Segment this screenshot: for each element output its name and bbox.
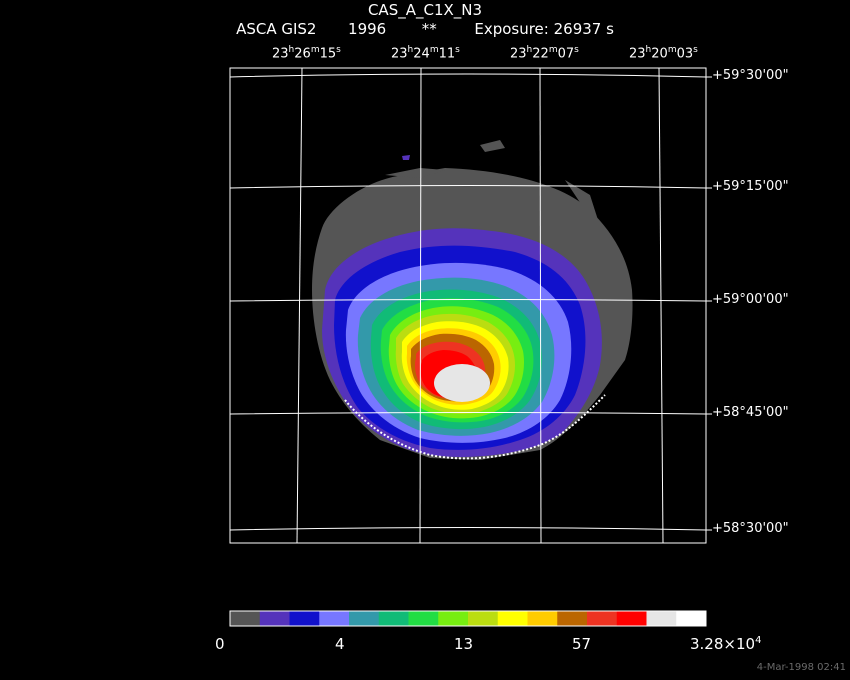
colorbar-swatch: [289, 611, 320, 626]
colorbar-tick-label: 13: [454, 635, 474, 653]
dec-ticks: [706, 76, 712, 531]
colorbar-swatch: [349, 611, 380, 626]
colorbar-swatch: [646, 611, 677, 626]
colorbar-frame: [229, 610, 707, 627]
flag-label: **: [421, 20, 437, 38]
dec-label: +59°15'00": [712, 179, 789, 194]
colorbar-swatch: [527, 611, 558, 626]
dec-label: +59°00'00": [712, 292, 789, 307]
instrument-label: ASCA GIS2: [236, 20, 317, 38]
colorbar-swatch: [378, 611, 409, 626]
dec-label: +58°45'00": [712, 405, 789, 420]
timestamp: 4-Mar-1998 02:41: [756, 662, 846, 673]
colorbar-max-label: 3.28×104: [690, 635, 762, 653]
dec-label: +59°30'00": [712, 68, 789, 83]
dec-label: +58°30'00": [712, 521, 789, 536]
colorbar-tick-label: 0: [215, 635, 225, 653]
ra-label: 23h22m07s: [510, 45, 579, 62]
ra-label: 23h26m15s: [272, 45, 341, 62]
exposure-label: Exposure: 26937 s: [474, 20, 614, 38]
colorbar: [230, 611, 707, 626]
colorbar-swatch: [616, 611, 647, 626]
colorbar-swatch: [468, 611, 499, 626]
object-title: CAS_A_C1X_N3: [367, 1, 483, 19]
colorbar-swatch: [497, 611, 528, 626]
colorbar-swatch: [408, 611, 439, 626]
colorbar-swatch: [259, 611, 290, 626]
ra-label: 23h20m03s: [629, 45, 698, 62]
colorbar-swatch: [676, 611, 707, 626]
colorbar-swatch: [587, 611, 618, 626]
colorbar-tick-label: 4: [335, 635, 345, 653]
year-label: 1996: [348, 20, 387, 38]
colorbar-tick-label: 57: [572, 635, 592, 653]
colorbar-swatch: [319, 611, 350, 626]
colorbar-swatch: [230, 611, 261, 626]
observation-info: ASCA GIS2 1996 ** Exposure: 26937 s: [0, 20, 850, 38]
ra-label: 23h24m11s: [391, 45, 460, 62]
coordinate-grid: [229, 67, 707, 544]
colorbar-swatch: [557, 611, 588, 626]
xray-intensity-map: [312, 140, 633, 460]
colorbar-swatch: [438, 611, 469, 626]
